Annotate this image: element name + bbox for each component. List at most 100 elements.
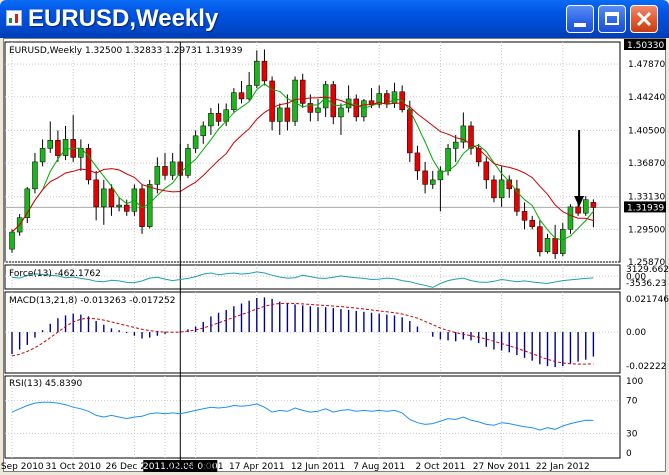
force-axis-label: 3129.662 <box>626 265 669 275</box>
bull-candle <box>445 148 451 172</box>
minimize-button[interactable] <box>566 5 594 33</box>
rsi-axis-label: 100 <box>626 377 643 387</box>
macd-axis-label: -0.02222 <box>626 362 666 372</box>
rsi-axis-label: 70 <box>626 397 638 407</box>
price-tick-label: 1.25870 <box>628 258 665 268</box>
top-price-label: 1.50330 <box>627 41 664 51</box>
bull-candle <box>430 179 436 185</box>
main-pane-border <box>4 41 621 263</box>
bull-candle <box>376 93 382 105</box>
bull-candle <box>567 206 574 230</box>
rsi-axis-label: 30 <box>626 429 638 439</box>
maximize-button[interactable] <box>598 5 626 33</box>
bear-candle <box>468 125 474 149</box>
time-tick-label: 31 Oct 2010 <box>45 462 101 472</box>
bear-candle <box>483 161 490 181</box>
title-bar[interactable]: EURUSD,Weekly <box>0 0 669 38</box>
time-tick-label: 27 Nov 2011 <box>473 462 531 472</box>
price-tick-label: 1.44240 <box>628 93 665 103</box>
macd-pane-header: MACD(13,21,8) -0.013263 -0.017252 <box>9 296 175 306</box>
time-tick-label: 20 Feb 2011 <box>168 462 224 472</box>
bull-candle <box>315 107 321 113</box>
rsi-pane-header: RSI(13) 45.8390 <box>9 379 82 389</box>
macd-signal-line <box>11 302 594 365</box>
bull-candle <box>154 166 161 185</box>
bull-candle <box>246 85 252 100</box>
bear-candle <box>93 179 99 208</box>
bear-candle <box>238 92 245 100</box>
time-tick-label: 5 Sep 2010 <box>0 462 44 472</box>
rsi-line <box>11 401 594 431</box>
bear-candle <box>124 204 130 212</box>
bear-candle <box>261 60 268 82</box>
price-tick-label: 1.47870 <box>628 60 665 70</box>
window-title: EURUSD,Weekly <box>28 5 219 32</box>
bull-candle <box>452 141 459 149</box>
bull-candle <box>583 199 589 214</box>
bull-candle <box>544 238 551 253</box>
price-tick-label: 1.40500 <box>628 126 665 136</box>
bear-candle <box>537 226 543 253</box>
bull-candle <box>39 148 46 163</box>
chart-marks <box>9 42 597 460</box>
rsi-pane-border <box>4 375 621 459</box>
bear-candle <box>269 80 275 122</box>
bull-candle <box>231 92 237 110</box>
bull-candle <box>361 100 367 118</box>
bull-candle <box>208 113 214 127</box>
bull-candle <box>146 184 153 227</box>
bear-candle <box>521 211 528 221</box>
time-tick-label: 2 Oct 2011 <box>415 462 465 472</box>
force-pane-border <box>4 264 621 290</box>
force-axis-label: 0.00 <box>626 272 646 282</box>
top-price-label-bg <box>624 39 666 50</box>
bear-candle <box>215 113 222 122</box>
bear-candle <box>55 140 61 156</box>
bull-candle <box>192 135 199 149</box>
current-price-label: 1.31939 <box>627 203 664 213</box>
bear-candle <box>353 98 359 118</box>
bull-candle <box>169 161 176 176</box>
bear-candle <box>384 93 390 104</box>
force-axis-label: -3536.23 <box>626 279 666 289</box>
bear-candle <box>284 107 291 122</box>
bear-candle <box>422 170 428 185</box>
bear-candle <box>407 109 413 154</box>
bear-candle <box>552 238 558 254</box>
bear-candle <box>414 152 421 172</box>
main-pane-header: EURUSD,Weekly 1.32500 1.32833 1.29731 1.… <box>9 46 243 56</box>
time-tick-label: 7 Aug 2011 <box>353 462 405 472</box>
close-button[interactable] <box>630 5 658 33</box>
bull-candle <box>277 107 283 122</box>
bull-candle <box>254 60 260 86</box>
current-price-label-bg <box>624 201 666 213</box>
bull-candle <box>338 107 344 118</box>
bull-candle <box>116 204 122 208</box>
time-axis: 5 Sep 2010 31 Oct 2010 26 Dec 2010 2011.… <box>0 460 590 472</box>
fast-moving-average-line <box>11 83 594 241</box>
crosshair-time-label: 2011.02.06 0:00 <box>143 462 218 472</box>
bull-candle <box>460 125 467 143</box>
bull-candle <box>24 188 31 218</box>
bull-candle <box>32 161 38 190</box>
bull-candle <box>391 91 398 104</box>
minimize-icon <box>574 23 586 27</box>
grid-lines <box>5 42 620 458</box>
bear-candle <box>529 220 535 227</box>
down-arrow-head <box>574 196 585 207</box>
bear-candle <box>108 188 115 208</box>
force-index-line <box>11 271 594 288</box>
bear-candle <box>491 179 497 199</box>
bull-candle <box>560 229 566 254</box>
chart-app-icon <box>6 10 22 26</box>
bull-candle <box>498 179 505 199</box>
bear-candle <box>162 166 168 176</box>
bear-candle <box>307 103 314 113</box>
bull-candle <box>200 125 206 137</box>
price-tick-label: 1.33130 <box>628 193 665 203</box>
slow-moving-average-line <box>11 96 594 233</box>
price-tick-label: 1.36870 <box>628 159 665 169</box>
macd-axis-label: 0.021746 <box>626 295 669 305</box>
